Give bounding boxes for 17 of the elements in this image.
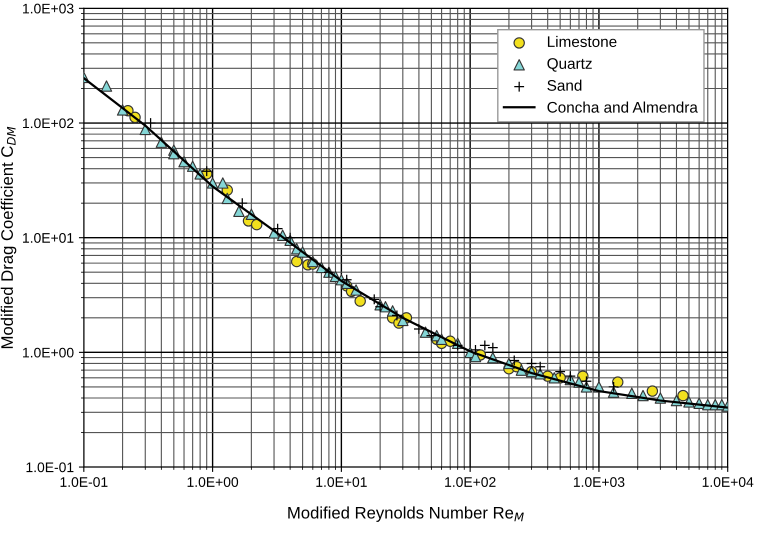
- x-axis-title: Modified Reynolds Number Re$_{M}$: [288, 506, 524, 522]
- legend-label: Concha and Almendra: [547, 101, 698, 113]
- y-tick-label: 1.0E-01: [26, 462, 74, 472]
- x-tick-label: 1.0E+02: [445, 477, 496, 487]
- legend-label: Quartz: [547, 58, 592, 72]
- x-tick-label: 1.0E+04: [702, 477, 754, 487]
- y-tick-label: 1.0E+02: [23, 118, 74, 128]
- x-tick-label: 1.0E+00: [188, 477, 238, 487]
- legend-label: Limestone: [548, 36, 616, 48]
- y-tick-label: 1.0E+00: [23, 348, 74, 358]
- y-tick-label: 1.0E+03: [23, 4, 74, 14]
- legend-label: Sand: [547, 80, 582, 91]
- x-tick-label: 1.0E-01: [60, 477, 108, 487]
- x-tick-label: 1.0E+01: [316, 477, 367, 487]
- x-tick-label: 1.0E+03: [574, 477, 624, 487]
- y-axis-title: Modified Drag Coefficient C$_{DM}$: [0, 126, 16, 348]
- y-tick-label: 1.0E+01: [23, 233, 74, 243]
